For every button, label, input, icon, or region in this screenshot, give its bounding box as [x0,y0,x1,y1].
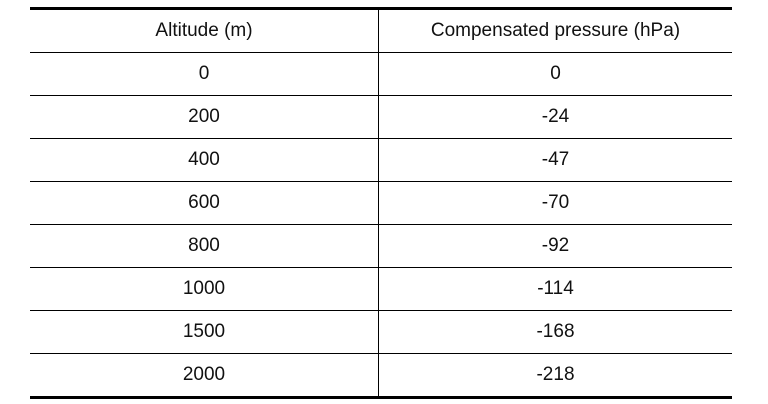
table-cell: 200 [30,95,379,139]
table-row: 1500 -168 [30,310,732,354]
table-row: 800 -92 [30,224,732,268]
table-row: 400 -47 [30,138,732,182]
pressure-table: Altitude (m) Compensated pressure (hPa) … [30,7,732,399]
header-row: Altitude (m) Compensated pressure (hPa) [30,8,732,53]
table-row: 200 -24 [30,95,732,139]
table-cell: 400 [30,138,379,182]
table-cell: 1000 [30,267,379,311]
table-cell: 800 [30,224,379,268]
table-cell: -70 [378,181,732,225]
table-cell: 2000 [30,353,379,398]
table-cell: -114 [378,267,732,311]
table-cell: -168 [378,310,732,354]
table-cell: -24 [378,95,732,139]
table-body: 0 0 200 -24 400 -47 600 -70 800 -92 1000 -114 1500 -1… [30,52,732,398]
table-row: 600 -70 [30,181,732,225]
table-row: 2000 -218 [30,353,732,398]
header-cell: Altitude (m) [30,8,379,53]
table-cell: 600 [30,181,379,225]
table-cell: -47 [378,138,732,182]
table-cell: -218 [536,364,575,385]
header-cell: Compensated pressure (hPa) [378,8,732,53]
table-header: Altitude (m) Compensated pressure (hPa) [30,8,732,53]
table-cell: 0 [378,52,732,96]
table-cell: -92 [378,224,732,268]
table-cell: 0 [30,52,379,96]
table-cell: 1500 [30,310,379,354]
table-row: 1000 -114 [30,267,732,311]
